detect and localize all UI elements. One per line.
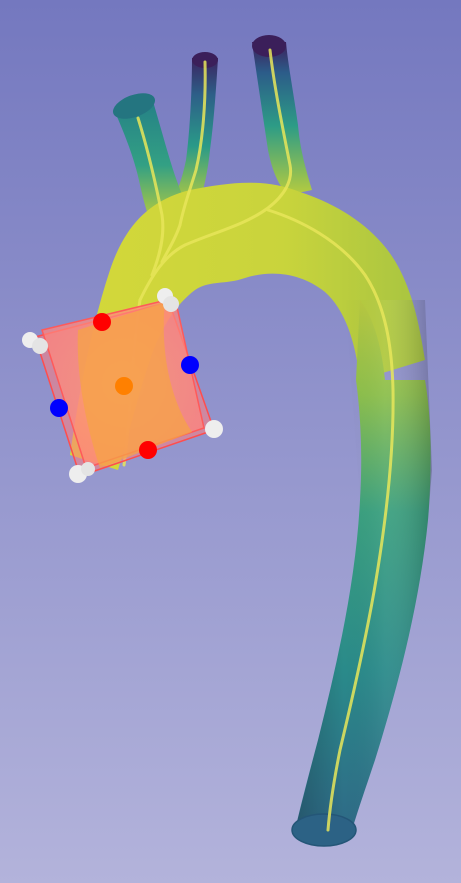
roi-axis-a-handle[interactable] — [139, 441, 157, 459]
branch-end-cap — [252, 35, 286, 57]
roi-center-handle[interactable] — [115, 377, 133, 395]
roi-corner-handle[interactable] — [163, 296, 179, 312]
roi-axis-b-handle[interactable] — [50, 399, 68, 417]
roi-box-widget[interactable] — [22, 288, 223, 483]
roi-corner-handle[interactable] — [205, 420, 223, 438]
roi-vessel-segment — [77, 302, 192, 468]
branch-end-cap — [192, 52, 218, 68]
roi-corner-handle[interactable] — [81, 462, 95, 476]
descending-aorta-shading — [296, 300, 432, 830]
roi-corner-handle[interactable] — [32, 338, 48, 354]
brachiocephalic-branch — [115, 98, 188, 220]
roi-axis-a-handle[interactable] — [93, 313, 111, 331]
branch-end-cap — [112, 93, 156, 119]
descending-end-cap — [291, 813, 357, 847]
roi-axis-b-handle[interactable] — [181, 356, 199, 374]
aorta-model[interactable] — [70, 35, 432, 847]
